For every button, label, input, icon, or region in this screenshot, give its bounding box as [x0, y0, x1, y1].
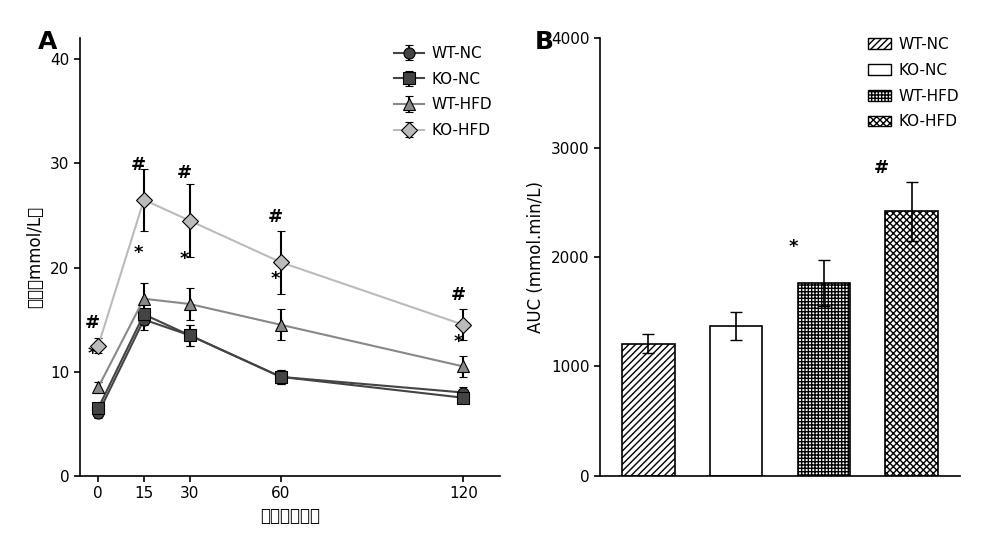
Text: #: #	[85, 314, 100, 332]
Text: *: *	[453, 333, 463, 351]
Text: B: B	[535, 30, 554, 54]
Y-axis label: 血糖（mmol/L）: 血糖（mmol/L）	[27, 206, 45, 308]
Y-axis label: AUC (mmol.min/L): AUC (mmol.min/L)	[527, 181, 545, 333]
Bar	[710, 326, 762, 476]
Legend: WT-NC, KO-NC, WT-HFD, KO-HFD: WT-NC, KO-NC, WT-HFD, KO-HFD	[394, 46, 492, 138]
Text: *: *	[134, 245, 143, 263]
Text: *: *	[88, 345, 98, 363]
Text: #: #	[873, 159, 889, 177]
Text: #: #	[268, 208, 283, 226]
Text: #: #	[177, 164, 192, 182]
Text: #: #	[131, 156, 146, 174]
Text: *: *	[179, 249, 189, 267]
Bar	[622, 344, 675, 476]
Bar	[798, 283, 850, 476]
Legend: WT-NC, KO-NC, WT-HFD, KO-HFD: WT-NC, KO-NC, WT-HFD, KO-HFD	[868, 37, 960, 129]
Text: *: *	[271, 270, 280, 288]
Text: A: A	[38, 30, 57, 54]
Text: #: #	[450, 286, 466, 304]
Bar	[885, 211, 938, 476]
Text: *: *	[788, 238, 798, 256]
X-axis label: 时间（分钟）: 时间（分钟）	[260, 507, 320, 525]
